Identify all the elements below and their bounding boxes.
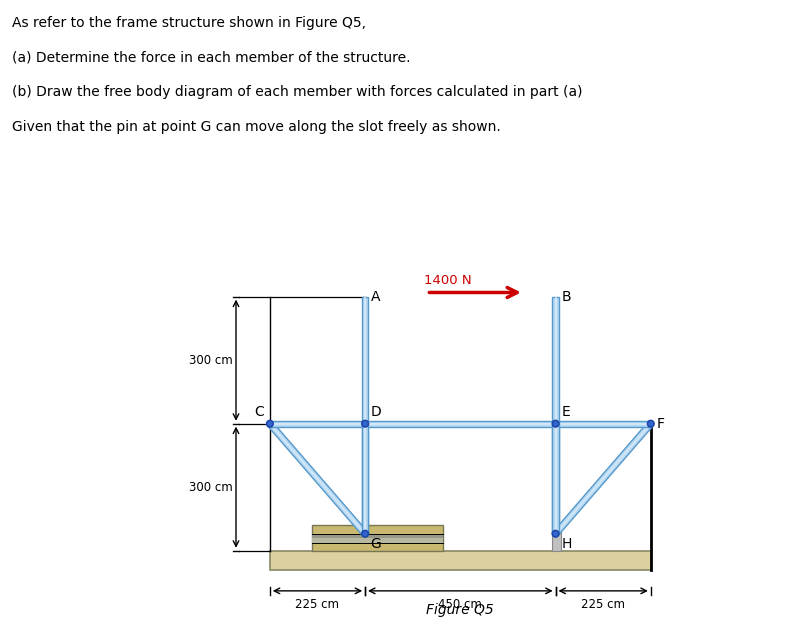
Circle shape <box>552 530 559 537</box>
Text: (a) Determine the force in each member of the structure.: (a) Determine the force in each member o… <box>12 50 411 64</box>
Circle shape <box>554 532 557 536</box>
Bar <box>552 530 560 551</box>
Circle shape <box>268 422 272 425</box>
Circle shape <box>362 420 369 427</box>
Text: Given that the pin at point G can move along the slot freely as shown.: Given that the pin at point G can move a… <box>12 120 500 134</box>
Circle shape <box>554 422 557 425</box>
Polygon shape <box>269 423 366 534</box>
Polygon shape <box>364 423 366 534</box>
Text: A: A <box>371 290 381 304</box>
Polygon shape <box>269 420 651 427</box>
Polygon shape <box>555 297 556 534</box>
Bar <box>312 525 444 551</box>
Polygon shape <box>555 423 652 534</box>
Circle shape <box>649 422 652 425</box>
Polygon shape <box>362 297 368 534</box>
Text: H: H <box>562 537 572 551</box>
Bar <box>312 534 444 543</box>
Text: 1400 N: 1400 N <box>425 274 472 286</box>
Text: D: D <box>371 406 381 420</box>
Bar <box>269 551 651 570</box>
Polygon shape <box>553 422 653 536</box>
Circle shape <box>552 420 559 427</box>
Polygon shape <box>552 423 559 534</box>
Text: 225 cm: 225 cm <box>582 598 625 611</box>
Text: G: G <box>370 537 381 551</box>
Text: 300 cm: 300 cm <box>189 481 232 493</box>
Text: 450 cm: 450 cm <box>438 598 482 611</box>
Polygon shape <box>364 297 366 534</box>
Text: Figure Q5: Figure Q5 <box>426 603 494 617</box>
Text: C: C <box>255 404 264 418</box>
Circle shape <box>266 420 273 427</box>
Polygon shape <box>362 423 368 534</box>
Polygon shape <box>555 423 556 534</box>
Polygon shape <box>552 297 559 534</box>
Bar <box>312 534 444 538</box>
Circle shape <box>363 532 367 536</box>
Text: (b) Draw the free body diagram of each member with forces calculated in part (a): (b) Draw the free body diagram of each m… <box>12 85 582 99</box>
Polygon shape <box>267 422 367 536</box>
Text: B: B <box>562 290 571 304</box>
Text: 300 cm: 300 cm <box>189 354 232 367</box>
Polygon shape <box>269 423 651 425</box>
Circle shape <box>648 420 654 427</box>
Circle shape <box>362 530 369 537</box>
Circle shape <box>363 422 367 425</box>
Text: As refer to the frame structure shown in Figure Q5,: As refer to the frame structure shown in… <box>12 16 366 30</box>
Text: 225 cm: 225 cm <box>296 598 340 611</box>
Text: F: F <box>656 416 665 431</box>
Text: E: E <box>562 406 571 420</box>
